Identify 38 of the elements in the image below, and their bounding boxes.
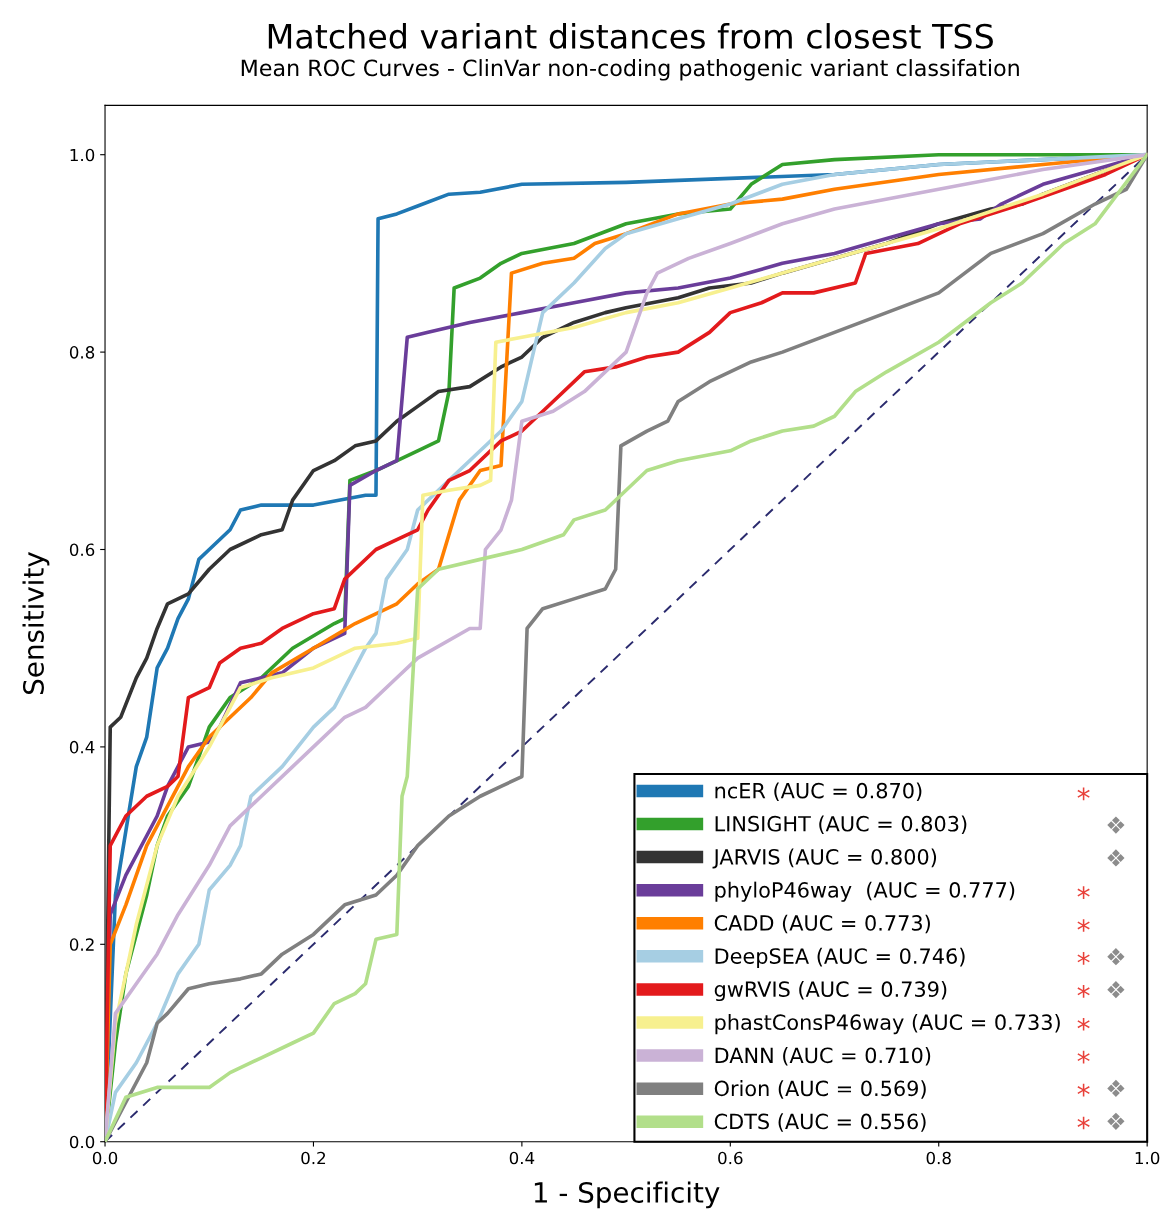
y-tick-label: 0.0 (69, 1135, 95, 1149)
y-tick-label: 0.8 (69, 346, 95, 359)
x-tick-label: 0.2 (301, 1151, 326, 1165)
annotation: * (1077, 886, 1090, 899)
x-tick-label: 0.6 (718, 1151, 743, 1165)
legend-label: gwRVIS (AUC = 0.739) (714, 980, 947, 1002)
annotation: ❖ (1107, 849, 1125, 867)
annotation: * (1077, 1017, 1090, 1031)
x-tick-label: 0.8 (926, 1151, 951, 1165)
legend-label: DeepSEA (AUC = 0.746) (715, 947, 965, 968)
annotation: * ❖ (1077, 1079, 1125, 1098)
legend-label: ncER (AUC = 0.870) (715, 782, 922, 801)
y-tick-label: 1.0 (70, 148, 95, 162)
annotation: * (1077, 787, 1090, 801)
legend-label: JARVIS (AUC = 0.800) (712, 848, 937, 869)
annotation: * (1077, 919, 1090, 932)
y-tick-label: 0.4 (69, 740, 95, 754)
x-tick-label: 0.4 (509, 1151, 535, 1165)
y-tick-label: 0.2 (69, 938, 94, 951)
x-axis-title: 1 - Specificity (534, 1181, 720, 1209)
legend-label: DANN (AUC = 0.710) (715, 1047, 931, 1066)
legend-label: CADD (AUC = 0.773) (714, 914, 930, 934)
annotation: * ❖ (1077, 948, 1125, 966)
legend-label: phastConsP46way (AUC = 0.733) (715, 1013, 1060, 1035)
annotation: * ❖ (1077, 1112, 1125, 1130)
y-tick-label: 0.6 (69, 543, 95, 557)
chart-title: Matched variant distances from closest TSS (268, 23, 993, 49)
annotation: ❖ (1107, 816, 1125, 834)
annotation: * (1077, 1050, 1090, 1064)
annotation: * ❖ (1077, 981, 1125, 999)
x-tick-label: 0.0 (92, 1151, 118, 1165)
x-tick-label: 1.0 (1135, 1151, 1160, 1165)
legend-label: LINSIGHT (AUC = 0.803) (715, 815, 967, 835)
legend-label: Orion (AUC = 0.569) (714, 1080, 926, 1099)
legend-label: CDTS (AUC = 0.556) (714, 1113, 926, 1132)
y-axis-title: Sensitivity (22, 552, 50, 694)
chart-subtitle: Mean ROC Curves - ClinVar non-coding pathogenic variant classifation (241, 59, 1019, 81)
legend-label: phyloP46way (AUC = 0.777) (715, 881, 1015, 902)
